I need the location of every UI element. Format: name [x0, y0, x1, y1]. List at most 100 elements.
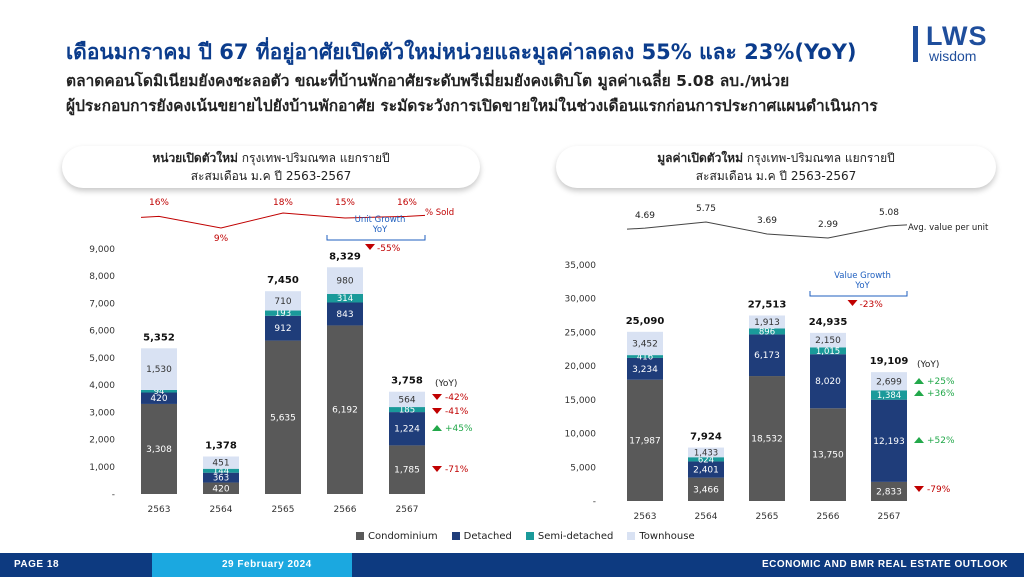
bar-value-label: 6,192 [332, 406, 358, 416]
x-category-label: 2567 [396, 505, 419, 515]
bar-value-label: 1,384 [877, 391, 901, 401]
y-tick-label: 35,000 [565, 261, 597, 271]
yoy-value: +25% [927, 377, 955, 387]
top-line-label: 15% [335, 198, 355, 208]
bar-value-label: 420 [150, 394, 167, 404]
bar-value-label: 2,150 [815, 336, 841, 346]
chart-legend: Condominium Detached Semi-detached Townhous… [356, 531, 709, 542]
bar-segment [688, 477, 724, 501]
x-category-label: 2563 [634, 512, 657, 522]
down-arrow-icon [432, 466, 442, 472]
legend-label: Semi-detached [537, 531, 614, 542]
down-arrow-icon [365, 244, 375, 250]
bar-segment [688, 447, 724, 458]
bar-segment [265, 291, 301, 311]
bar-total-label: 8,329 [329, 251, 361, 262]
bar-value-label: 193 [275, 309, 291, 319]
yoy-header: (YoY) [435, 379, 457, 389]
growth-box-value: -23% [860, 300, 884, 310]
bar-segment [141, 348, 177, 390]
growth-box-value: -55% [377, 244, 401, 254]
bar-segment [203, 482, 239, 494]
bar-segment [203, 472, 239, 483]
bar-value-label: 710 [274, 297, 291, 307]
left-chart-subtitle: สะสมเดือน ม.ค ปี 2563-2567 [190, 169, 352, 183]
top-line-label: 5.08 [879, 208, 899, 218]
bar-value-label: 3,308 [146, 445, 172, 455]
bar-value-label: 1,785 [394, 466, 420, 476]
bar-value-label: 18,532 [751, 435, 783, 445]
y-tick-label: 7,000 [89, 299, 115, 309]
y-tick-label: 30,000 [565, 295, 597, 305]
bar-value-label: 912 [274, 324, 291, 334]
bar-segment [810, 332, 846, 348]
bar-value-label: 3,234 [632, 365, 658, 375]
growth-box-label: YoY [372, 225, 388, 235]
y-tick-label: - [112, 490, 115, 500]
yoy-header: (YoY) [917, 360, 939, 370]
bar-segment [810, 354, 846, 409]
bar-segment [327, 302, 363, 326]
bar-value-label: 1,224 [394, 425, 420, 435]
legend-label: Townhouse [639, 531, 695, 542]
bar-value-label: 363 [213, 474, 229, 484]
bar-segment [871, 390, 907, 400]
bar-segment [749, 315, 785, 329]
bar-segment [265, 310, 301, 316]
down-arrow-icon [432, 394, 442, 400]
down-arrow-icon [914, 486, 924, 492]
y-tick-label: 2,000 [89, 436, 115, 446]
bar-value-label: 416 [637, 353, 653, 363]
bar-value-label: 843 [336, 310, 353, 320]
up-arrow-icon [914, 437, 924, 443]
bar-segment [810, 347, 846, 355]
logo-name: LWS [926, 21, 988, 51]
top-line-series [140, 212, 426, 229]
bar-value-label: 3,466 [693, 485, 719, 495]
bar-segment [810, 408, 846, 501]
footer-date: 29 February 2024 [222, 559, 312, 570]
y-tick-label: 8,000 [89, 272, 115, 282]
down-arrow-icon [432, 408, 442, 414]
subtitle-line-2: ผู้ประกอบการยังคงเน้นขยายไปยังบ้านพักอาศ… [66, 97, 878, 115]
yoy-value: -42% [445, 393, 469, 403]
top-line-label: 2.99 [818, 220, 838, 230]
bar-segment [327, 293, 363, 303]
bar-segment [749, 376, 785, 501]
y-tick-label: 9,000 [89, 245, 115, 255]
top-line-label: 9% [214, 234, 229, 244]
yoy-value: -41% [445, 407, 469, 417]
y-tick-label: 20,000 [565, 362, 597, 372]
top-line-label: 16% [397, 198, 417, 208]
bar-total-label: 25,090 [626, 316, 665, 327]
page-number: PAGE 18 [14, 559, 59, 570]
x-category-label: 2564 [210, 505, 233, 515]
x-category-label: 2566 [334, 505, 357, 515]
down-arrow-icon [847, 300, 858, 306]
bar-segment [749, 328, 785, 335]
x-category-label: 2567 [878, 512, 901, 522]
legend-swatch-icon [451, 532, 460, 540]
logo-tag: wisdom [929, 48, 977, 64]
yoy-value: +36% [927, 389, 955, 399]
y-tick-label: - [593, 497, 596, 507]
bar-total-label: 5,352 [143, 332, 175, 343]
bar-value-label: 144 [213, 467, 229, 477]
bar-total-label: 1,378 [205, 440, 237, 451]
x-category-label: 2564 [695, 512, 718, 522]
right-chart-subtitle: สะสมเดือน ม.ค ปี 2563-2567 [695, 169, 857, 183]
growth-box-label: Value Growth [834, 271, 891, 281]
growth-bracket [809, 291, 908, 297]
bar-value-label: 2,401 [693, 466, 719, 476]
bar-value-label: 8,020 [815, 377, 841, 387]
bar-value-label: 12,193 [873, 437, 905, 447]
bar-segment [141, 403, 177, 494]
y-tick-label: 10,000 [565, 430, 597, 440]
bar-value-label: 5,635 [270, 413, 296, 423]
bar-segment [327, 267, 363, 294]
bar-value-label: 314 [337, 294, 353, 304]
top-line-label: 18% [273, 198, 293, 208]
yoy-value: +45% [445, 424, 473, 434]
y-tick-label: 5,000 [89, 354, 115, 364]
bar-segment [203, 468, 239, 473]
